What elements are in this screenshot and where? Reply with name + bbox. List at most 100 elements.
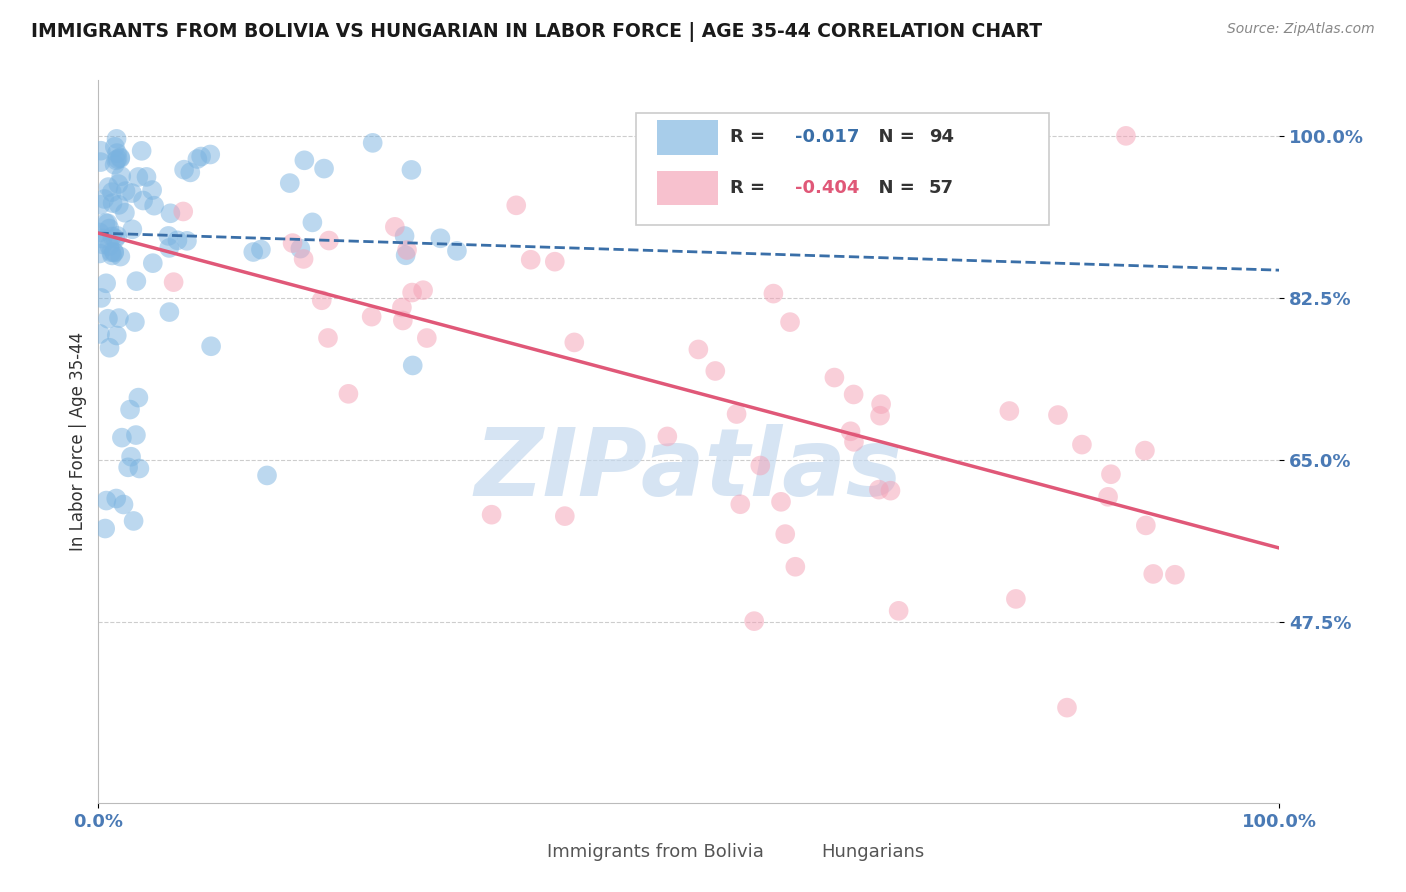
Point: [1005, 591, 1028, 606]
Point: [281, 236, 304, 251]
Point: [96, 493, 118, 508]
Point: [127, 391, 149, 405]
Text: 94: 94: [929, 128, 953, 146]
Text: N =: N =: [866, 179, 921, 197]
Point: [316, 331, 339, 345]
Point: [250, 243, 273, 257]
Point: [179, 165, 201, 179]
Point: [1071, 437, 1094, 451]
Y-axis label: In Labor Force | Age 35-44: In Labor Force | Age 35-44: [69, 332, 87, 551]
Point: [114, 184, 136, 198]
Point: [312, 161, 335, 176]
Point: [769, 495, 792, 509]
Point: [90, 155, 112, 169]
Point: [124, 315, 146, 329]
Point: [98, 239, 121, 253]
Point: [107, 177, 129, 191]
Point: [869, 409, 891, 423]
Text: -0.404: -0.404: [796, 179, 859, 197]
Point: [98, 341, 121, 355]
Point: [97, 180, 120, 194]
Point: [112, 498, 135, 512]
Point: [785, 559, 807, 574]
Point: [117, 460, 139, 475]
Point: [200, 339, 222, 353]
Point: [101, 229, 124, 244]
Point: [762, 286, 785, 301]
Point: [190, 149, 212, 163]
Point: [143, 199, 166, 213]
Text: ZIPatlas: ZIPatlas: [475, 425, 903, 516]
Point: [122, 514, 145, 528]
Point: [135, 169, 157, 184]
Point: [131, 144, 153, 158]
Point: [742, 614, 765, 628]
Point: [121, 222, 143, 236]
Point: [360, 310, 382, 324]
Point: [657, 429, 679, 443]
Point: [337, 387, 360, 401]
Point: [429, 231, 451, 245]
Point: [401, 162, 423, 177]
Point: [292, 252, 315, 266]
Point: [120, 450, 142, 464]
Point: [318, 234, 340, 248]
Point: [128, 461, 150, 475]
Point: [173, 162, 195, 177]
Point: [94, 522, 117, 536]
Point: [773, 527, 796, 541]
Point: [132, 194, 155, 208]
Text: Hungarians: Hungarians: [821, 843, 925, 861]
Point: [89, 326, 111, 341]
Point: [412, 283, 434, 297]
Point: [104, 231, 127, 245]
Point: [110, 250, 132, 264]
Point: [361, 136, 384, 150]
Point: [1133, 443, 1156, 458]
Point: [101, 185, 124, 199]
Point: [688, 343, 710, 357]
Text: N =: N =: [866, 128, 921, 146]
Point: [105, 146, 128, 161]
Point: [554, 509, 576, 524]
Point: [839, 424, 862, 438]
Point: [704, 364, 727, 378]
Point: [105, 491, 128, 506]
FancyBboxPatch shape: [657, 120, 718, 154]
Point: [93, 192, 115, 206]
Point: [105, 328, 128, 343]
Point: [394, 229, 416, 244]
Point: [278, 176, 301, 190]
Point: [186, 152, 208, 166]
Point: [111, 431, 134, 445]
Text: 57: 57: [929, 179, 953, 197]
FancyBboxPatch shape: [502, 840, 536, 862]
Point: [91, 237, 114, 252]
Point: [823, 370, 845, 384]
Point: [292, 153, 315, 168]
Point: [1142, 566, 1164, 581]
Point: [1099, 467, 1122, 482]
Point: [162, 275, 184, 289]
Point: [166, 233, 188, 247]
Point: [110, 169, 132, 184]
Point: [842, 434, 865, 449]
Point: [100, 245, 122, 260]
Point: [159, 206, 181, 220]
Point: [104, 158, 127, 172]
Text: Source: ZipAtlas.com: Source: ZipAtlas.com: [1227, 22, 1375, 37]
Point: [749, 458, 772, 473]
FancyBboxPatch shape: [778, 840, 811, 862]
Text: -0.017: -0.017: [796, 128, 859, 146]
Point: [90, 144, 112, 158]
Point: [142, 256, 165, 270]
Point: [176, 234, 198, 248]
Point: [887, 604, 910, 618]
Point: [108, 198, 131, 212]
Point: [110, 150, 132, 164]
Point: [1046, 408, 1069, 422]
Point: [392, 313, 415, 327]
Point: [544, 254, 567, 268]
Point: [107, 152, 129, 166]
Point: [256, 468, 278, 483]
